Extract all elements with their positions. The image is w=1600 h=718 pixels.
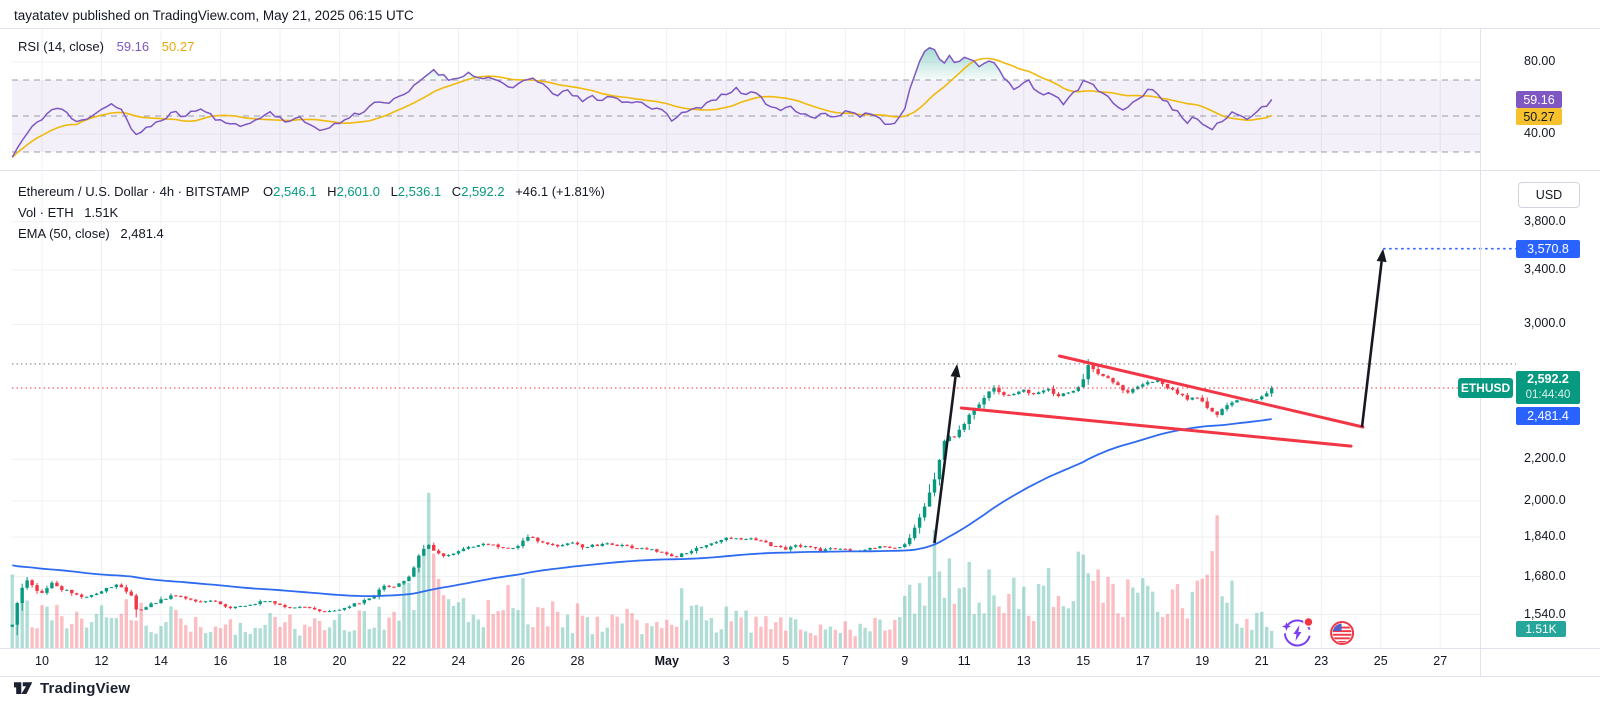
time-tick-label: May	[654, 654, 679, 668]
high-value: 2,601.0	[336, 184, 380, 199]
rsi-line[interactable]	[11, 46, 1273, 158]
currency-toggle-button[interactable]: USD	[1518, 182, 1580, 208]
time-tick-label: 20	[332, 654, 347, 668]
symbol-ticker-badge: ETHUSD	[1458, 378, 1513, 398]
price-tick-label: 2,200.0	[1524, 451, 1566, 466]
last-price-badge: 2,592.2 01:44:40	[1516, 371, 1580, 404]
price-tick-label: 2,000.0	[1524, 492, 1566, 507]
price-tick-label: 3,000.0	[1524, 316, 1566, 331]
time-axis[interactable]: 10 12 14 16 18 20 22 24 26 28 May 3 5 7 9 11 13 15 17 19 21 2…	[0, 652, 1480, 676]
time-tick-label: 28	[570, 654, 585, 668]
ai-event-icon[interactable]	[1280, 615, 1315, 650]
tradingview-logo-icon	[14, 682, 33, 694]
volume-legend-row: Vol · ETH 1.51K	[18, 202, 605, 223]
change-value: +46.1 (+1.81%)	[515, 184, 605, 199]
price-tick-label: 1,680.0	[1524, 568, 1566, 583]
rsi-legend-label: RSI (14, close)	[18, 39, 104, 54]
rsi-value-badge: 59.16	[1516, 91, 1562, 108]
high-label: H	[327, 184, 337, 199]
price-tick-label: 1,540.0	[1524, 606, 1566, 621]
time-tick-label: 13	[1016, 654, 1031, 668]
time-tick-label: 18	[273, 654, 287, 668]
time-tick-label: 10	[35, 654, 49, 668]
up-arrow-1[interactable]	[933, 376, 957, 544]
time-tick-label: 23	[1314, 654, 1329, 668]
time-tick-label: 24	[451, 654, 466, 668]
target-price-badge: 3,570.8	[1516, 240, 1580, 258]
notification-dot	[1303, 616, 1314, 628]
trendline-lower[interactable]	[959, 406, 1353, 448]
low-label: L	[390, 184, 398, 199]
rsi-overbought-fill	[12, 47, 1272, 80]
time-tick-label: 12	[94, 654, 109, 668]
volume-value: 1.51K	[84, 205, 119, 220]
up-arrow-2[interactable]	[1360, 261, 1383, 428]
symbol-title: Ethereum / U.S. Dollar · 4h · BITSTAMP	[18, 184, 250, 199]
rsi-tick-label: 40.00	[1524, 126, 1556, 140]
publish-attribution: tayatatev published on TradingView.com, …	[14, 8, 414, 23]
candlesticks	[10, 359, 1274, 636]
last-price-value: 2,592.2	[1527, 372, 1569, 386]
symbol-legend[interactable]: Ethereum / U.S. Dollar · 4h · BITSTAMP O…	[18, 181, 605, 244]
open-value: 2,546.1	[273, 184, 317, 199]
price-tick-label: 1,840.0	[1524, 529, 1566, 544]
time-tick-label: 19	[1195, 654, 1210, 668]
time-tick-label: 27	[1433, 654, 1448, 668]
ema-legend-row: EMA (50, close) 2,481.4	[18, 223, 605, 244]
rsi-tick-label: 80.00	[1524, 54, 1556, 68]
tradingview-brand-text: TradingView	[40, 680, 131, 697]
rsi-ma-value-badge: 50.27	[1516, 108, 1562, 125]
time-tick-label: 14	[154, 654, 168, 668]
time-tick-label: 25	[1373, 654, 1388, 668]
close-label: C	[451, 184, 462, 199]
tradingview-brand-link[interactable]: TradingView	[14, 680, 130, 697]
time-tick-label: 21	[1254, 654, 1269, 668]
time-tick-label: 22	[392, 654, 406, 668]
time-tick-label: 11	[957, 654, 971, 668]
volume-badge: 1.51K	[1516, 621, 1566, 637]
time-tick-label: 7	[841, 654, 849, 668]
price-pane	[10, 359, 1274, 648]
trendline-upper[interactable]	[1057, 354, 1365, 429]
low-value: 2,536.1	[397, 184, 442, 199]
close-value: 2,592.2	[461, 184, 505, 199]
up-arrow-head-1	[950, 364, 961, 378]
ema-label: EMA (50, close)	[18, 226, 110, 241]
rsi-legend[interactable]: RSI (14, close) 59.16 50.27	[18, 39, 194, 54]
volume-bars	[10, 492, 1274, 648]
time-tick-label: 17	[1135, 654, 1150, 668]
ema-line[interactable]	[12, 418, 1272, 597]
ema-value: 2,481.4	[120, 226, 164, 241]
bar-countdown: 01:44:40	[1525, 389, 1571, 401]
rsi-ma-line[interactable]	[11, 57, 1273, 158]
time-tick-label: 3	[722, 654, 730, 668]
us-flag-event-icon[interactable]	[1330, 621, 1355, 645]
time-tick-label: 16	[213, 654, 228, 668]
time-tick-label: 5	[782, 654, 790, 668]
rsi-value: 59.16	[116, 39, 150, 54]
gridlines	[12, 28, 1480, 648]
time-tick-label: 9	[901, 654, 909, 668]
price-tick-label: 3,400.0	[1524, 261, 1566, 276]
rsi-pane	[11, 46, 1480, 158]
time-tick-label: 26	[511, 654, 525, 668]
volume-label: Vol · ETH	[18, 205, 74, 220]
ema-price-badge: 2,481.4	[1516, 407, 1580, 425]
rsi-ma-value: 50.27	[161, 39, 195, 54]
symbol-legend-row: Ethereum / U.S. Dollar · 4h · BITSTAMP O…	[18, 181, 605, 202]
price-tick-label: 3,800.0	[1524, 213, 1566, 228]
up-arrow-head-2	[1376, 248, 1387, 263]
time-tick-label: 15	[1076, 654, 1091, 668]
open-label: O	[263, 184, 274, 199]
